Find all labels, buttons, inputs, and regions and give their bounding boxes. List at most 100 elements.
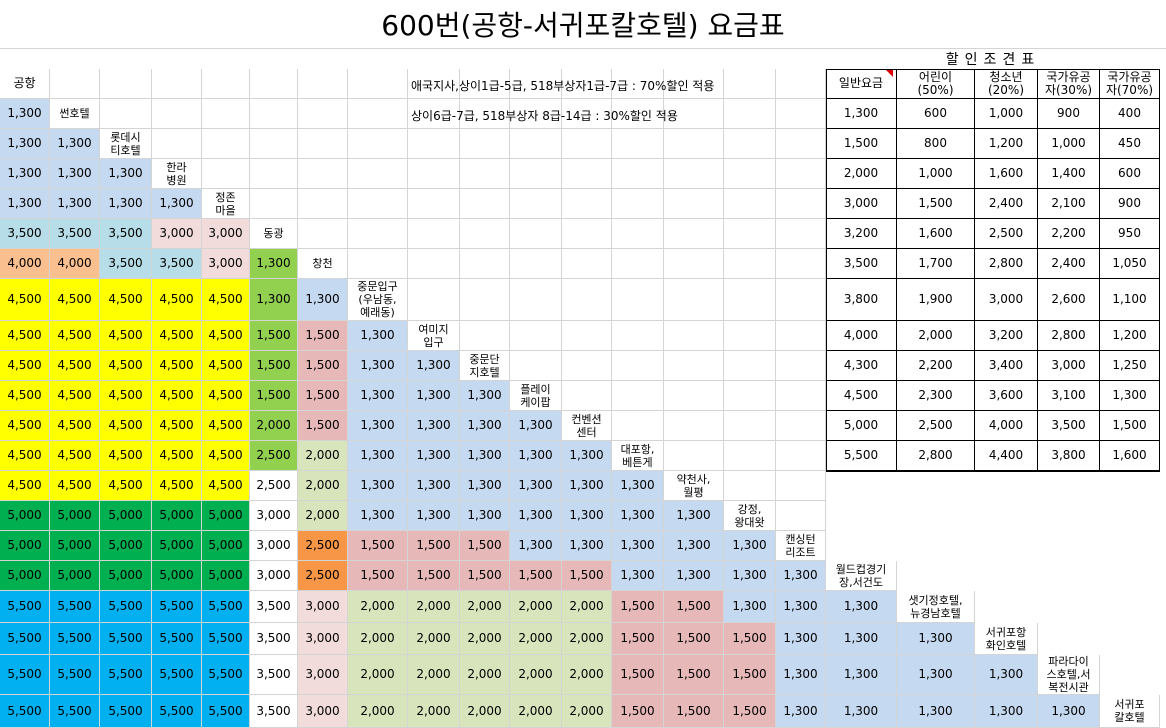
fare-cell: 4,500: [152, 351, 202, 381]
fare-cell: 5,000: [152, 501, 202, 531]
discount-cell: 2,400: [1038, 249, 1100, 279]
fare-cell: 5,500: [0, 591, 50, 623]
fare-cell: 1,500: [408, 531, 460, 561]
fare-cell: 2,000: [510, 623, 562, 655]
fare-cell: 1,500: [298, 351, 348, 381]
discount-cell: 1,200: [975, 129, 1038, 159]
grid-cell-empty: [250, 159, 298, 189]
grid-cell-empty: [776, 189, 826, 219]
grid-cell-empty: [664, 99, 724, 129]
grid-cell-empty: [776, 159, 826, 189]
discount-header: 어린이 (50%): [897, 69, 975, 99]
fare-cell: 3,000: [298, 623, 348, 655]
fare-cell: 5,500: [50, 695, 100, 728]
grid-cell-empty: [724, 219, 776, 249]
discount-cell: 2,800: [897, 441, 975, 471]
fare-cell: 1,300: [664, 531, 724, 561]
discount-cell: 1,300: [826, 99, 897, 129]
grid-cell-empty: [664, 381, 724, 411]
grid-cell-empty: [664, 69, 724, 99]
fare-cell: 5,500: [50, 655, 100, 695]
fare-cell: 4,500: [202, 411, 250, 441]
fare-cell: 5,500: [50, 591, 100, 623]
fare-cell: 1,300: [776, 561, 826, 591]
discount-cell: 1,600: [1100, 441, 1160, 471]
fare-cell: 3,000: [298, 695, 348, 728]
fare-cell: 2,000: [348, 591, 408, 623]
fare-cell: 5,000: [152, 561, 202, 591]
discount-note-30: 상이6급-7급, 518부상자 8급-14급 : 30%할인 적용: [411, 109, 678, 123]
fare-cell: 1,300: [460, 471, 510, 501]
fare-cell: 1,300: [612, 531, 664, 561]
fare-cell: 2,000: [562, 591, 612, 623]
fare-cell: 4,500: [152, 321, 202, 351]
grid-cell-empty: [664, 411, 724, 441]
fare-cell: 1,300: [0, 129, 50, 159]
fare-cell: 1,500: [724, 695, 776, 728]
fare-cell: 1,500: [298, 411, 348, 441]
discount-cell: 3,000: [826, 189, 897, 219]
fare-cell: 2,000: [298, 471, 348, 501]
fare-cell: 1,300: [460, 501, 510, 531]
grid-cell-empty: [664, 249, 724, 279]
fare-cell: 1,300: [975, 655, 1038, 695]
grid-cell-empty: [152, 69, 202, 99]
discount-cell: 2,200: [897, 351, 975, 381]
fare-cell: 1,300: [562, 531, 612, 561]
grid-cell-empty: [776, 129, 826, 159]
fare-cell: 2,500: [298, 561, 348, 591]
grid-cell-empty: [510, 99, 562, 129]
fare-cell: 2,000: [460, 655, 510, 695]
discount-cell: 1,500: [897, 189, 975, 219]
grid-cell-empty: [664, 219, 724, 249]
discount-cell: 3,400: [975, 351, 1038, 381]
fare-cell: 2,000: [460, 623, 510, 655]
grid-cell-empty: [510, 69, 562, 99]
fare-cell: 4,500: [202, 279, 250, 321]
fare-cell: 4,500: [50, 279, 100, 321]
fare-cell: 1,300: [724, 531, 776, 561]
fare-cell: 1,300: [826, 591, 897, 623]
fare-cell: 1,500: [250, 351, 298, 381]
fare-cell: 5,500: [100, 623, 152, 655]
grid-cell-empty: [202, 69, 250, 99]
fare-cell: 4,500: [0, 471, 50, 501]
grid-cell-empty: [202, 159, 250, 189]
fare-cell: 1,300: [664, 561, 724, 591]
grid-cell-empty: [510, 351, 562, 381]
grid-cell-empty: [776, 441, 826, 471]
fare-cell: 1,300: [348, 381, 408, 411]
fare-cell: 1,300: [348, 411, 408, 441]
grid-cell-empty: [724, 471, 776, 501]
grid-cell-empty: [510, 159, 562, 189]
fare-cell: 1,300: [460, 411, 510, 441]
grid-cell-empty: [776, 381, 826, 411]
fare-cell: 1,300: [50, 189, 100, 219]
discount-cell: 4,000: [826, 321, 897, 351]
fare-cell: 3,000: [202, 249, 250, 279]
grid-cell-empty: [562, 279, 612, 321]
grid-cell-empty: [664, 321, 724, 351]
fare-cell: 1,500: [562, 561, 612, 591]
fare-cell: 1,300: [348, 471, 408, 501]
fare-cell: 1,300: [348, 351, 408, 381]
fare-cell: 3,500: [50, 219, 100, 249]
fare-cell: 2,000: [408, 695, 460, 728]
discount-header: 국가유공 자(30%): [1038, 69, 1100, 99]
stop-label: 창천: [298, 249, 348, 279]
discount-cell: 2,000: [897, 321, 975, 351]
fare-cell: 1,500: [612, 695, 664, 728]
stop-label: 공항: [0, 69, 50, 99]
fare-cell: 1,300: [348, 501, 408, 531]
discount-cell: 5,000: [826, 411, 897, 441]
fare-cell: 3,500: [250, 591, 298, 623]
fare-cell: 1,300: [510, 531, 562, 561]
fare-cell: 4,500: [100, 471, 152, 501]
fare-cell: 1,300: [776, 655, 826, 695]
discount-cell: 2,200: [1038, 219, 1100, 249]
grid-cell-empty: [612, 321, 664, 351]
fare-cell: 3,500: [152, 249, 202, 279]
fare-cell: 4,500: [0, 411, 50, 441]
fare-cell: 1,500: [724, 623, 776, 655]
